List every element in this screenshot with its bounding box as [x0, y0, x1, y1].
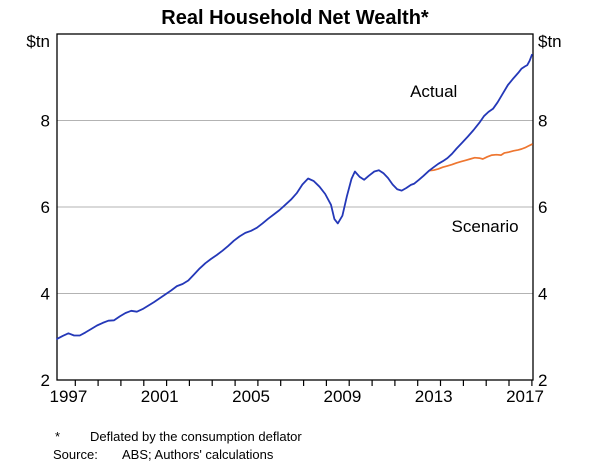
scenario-series-label: Scenario — [452, 217, 519, 236]
plot-frame — [56, 33, 534, 381]
actual-series-label: Actual — [410, 82, 457, 101]
chart-title: Real Household Net Wealth* — [161, 7, 429, 29]
gridlines — [57, 120, 533, 294]
y-axis-unit-left: $tn — [26, 32, 50, 51]
footnote-text: Deflated by the consumption deflator — [90, 429, 302, 444]
x-tick-label: 1997 — [49, 387, 87, 406]
y-tick-label-right: 6 — [538, 198, 547, 217]
footnote-marker: * — [55, 429, 60, 444]
y-tick-label-right: 2 — [538, 371, 547, 390]
x-tick-label: 2009 — [323, 387, 361, 406]
scenario-line — [428, 143, 533, 172]
y-axis-tick-labels: 2 2 4 4 6 6 8 8 — [41, 112, 548, 391]
source-text: ABS; Authors' calculations — [122, 447, 274, 462]
x-tick-label: 2001 — [141, 387, 179, 406]
y-axis-unit-right: $tn — [538, 32, 562, 51]
actual-line — [56, 53, 533, 340]
y-tick-label-left: 6 — [41, 198, 50, 217]
x-axis-ticks — [74, 380, 533, 386]
x-tick-label: 2005 — [232, 387, 270, 406]
y-tick-label-right: 8 — [538, 112, 547, 131]
y-tick-label-right: 4 — [538, 285, 547, 304]
x-axis-tick-labels: 1997 2001 2005 2009 2013 2017 — [49, 387, 543, 406]
x-tick-label: 2017 — [506, 387, 544, 406]
y-tick-label-left: 2 — [41, 371, 50, 390]
source-label: Source: — [53, 447, 98, 462]
y-tick-label-left: 4 — [41, 285, 50, 304]
y-tick-label-left: 8 — [41, 112, 50, 131]
x-tick-label: 2013 — [415, 387, 453, 406]
